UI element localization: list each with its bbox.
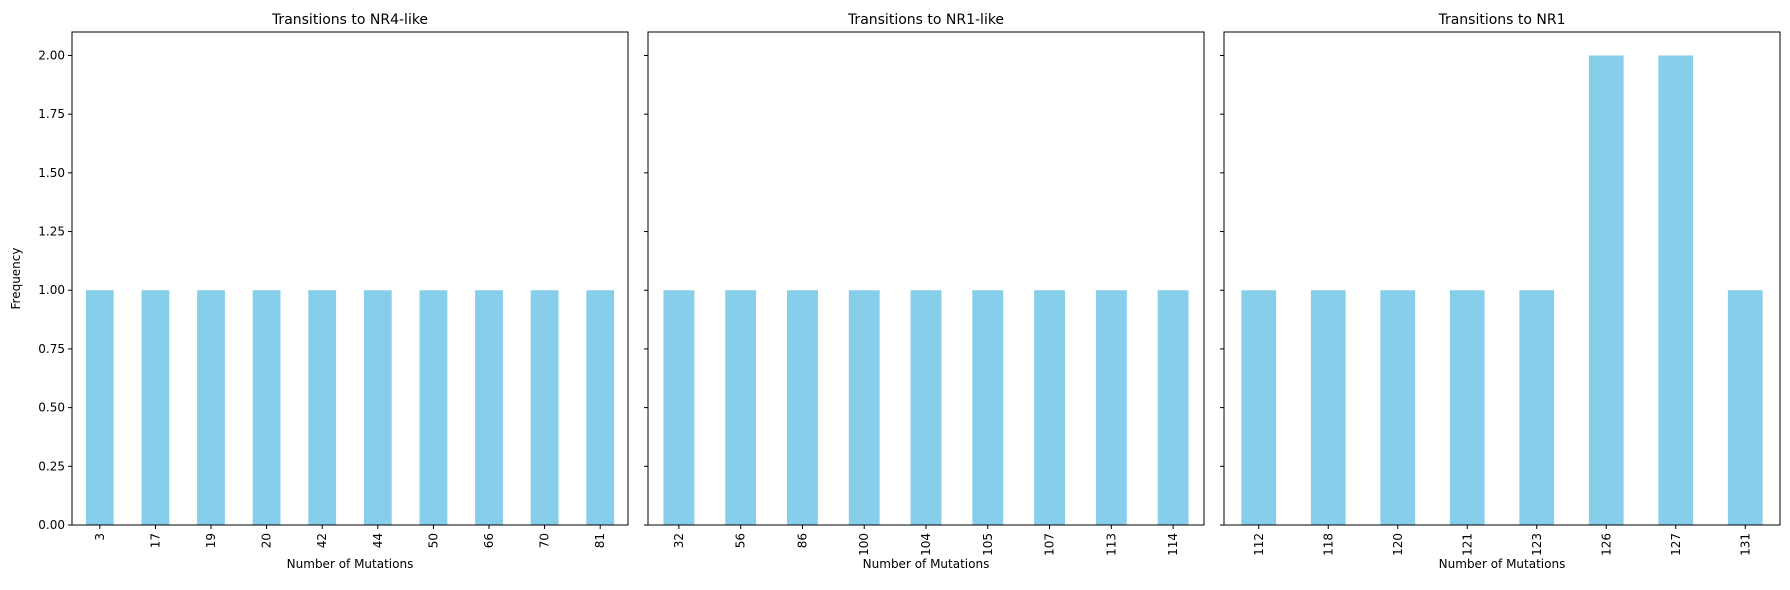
x-tick-label: 20 xyxy=(260,533,274,548)
plot-frame xyxy=(71,31,629,526)
y-tick-label: 0.50 xyxy=(38,401,65,415)
y-tick-label: 1.75 xyxy=(38,107,65,121)
y-tick-label: 1.25 xyxy=(38,225,65,239)
x-tick-label: 66 xyxy=(482,533,496,548)
x-tick-label: 17 xyxy=(148,533,162,548)
bar-20 xyxy=(252,290,281,525)
x-tick-label: 56 xyxy=(734,533,748,548)
chart-title: Transitions to NR1-like xyxy=(847,12,1004,28)
x-tick-label: 42 xyxy=(315,533,329,548)
y-tick-label: 2.00 xyxy=(38,48,65,62)
bar-56 xyxy=(725,290,757,525)
x-tick-label: 70 xyxy=(538,533,552,548)
x-axis-label: Number of Mutations xyxy=(863,557,990,571)
y-tick-label: 0.75 xyxy=(38,342,65,356)
bar-42 xyxy=(308,290,337,525)
bar-81 xyxy=(586,290,615,525)
bar-112 xyxy=(1241,290,1277,525)
bar-114 xyxy=(1157,290,1189,525)
y-tick-label: 1.00 xyxy=(38,283,65,297)
bar-113 xyxy=(1095,290,1127,525)
x-tick-label: 32 xyxy=(672,533,686,548)
y-tick-label: 1.50 xyxy=(38,166,65,180)
x-tick-label: 107 xyxy=(1043,533,1057,556)
y-axis-label: Frequency xyxy=(9,248,23,310)
x-axis-label: Number of Mutations xyxy=(287,557,414,571)
bar-100 xyxy=(848,290,880,525)
bar-19 xyxy=(197,290,225,525)
bar-86 xyxy=(787,290,818,525)
x-tick-label: 3 xyxy=(93,533,107,541)
chart-panel-3: 112 118 120 121 123 126 127 131 Transitions to N… xyxy=(1220,12,1781,571)
x-tick-label: 118 xyxy=(1321,533,1335,556)
x-tick-label: 114 xyxy=(1166,533,1180,556)
chart-title: Transitions to NR4-like xyxy=(271,12,428,28)
chart-panel-1: 3 17 19 20 42 44 50 66 70 81 0.00 0.25 0.50 0.75 1.00 1… xyxy=(9,12,629,571)
x-tick-label: 123 xyxy=(1530,533,1544,556)
bar-131 xyxy=(1727,290,1763,525)
x-axis-label: Number of Mutations xyxy=(1439,557,1566,571)
plot-frame xyxy=(1223,31,1781,526)
bar-3 xyxy=(85,290,114,525)
bar-66 xyxy=(475,290,503,525)
bar-127 xyxy=(1658,55,1694,525)
bar-104 xyxy=(910,290,942,525)
x-tick-label: 19 xyxy=(204,533,218,548)
x-tick-label: 81 xyxy=(593,533,607,548)
bar-118 xyxy=(1310,290,1346,525)
x-tick-label: 121 xyxy=(1460,533,1474,556)
y-tick-label: 0.00 xyxy=(38,518,65,532)
bar-121 xyxy=(1449,290,1485,525)
x-tick-label: 120 xyxy=(1391,533,1405,556)
bar-50 xyxy=(419,290,448,525)
x-tick-label: 44 xyxy=(371,533,385,548)
x-tick-label: 86 xyxy=(795,533,809,548)
x-tick-label: 100 xyxy=(857,533,871,556)
x-tick-label: 105 xyxy=(981,533,995,556)
chart-panel-2: 32 56 86 100 104 105 107 113 114 Transitions to N… xyxy=(644,12,1205,571)
x-tick-label: 112 xyxy=(1252,533,1266,556)
bar-123 xyxy=(1519,290,1555,525)
y-tick-label: 0.25 xyxy=(38,459,65,473)
x-tick-label: 104 xyxy=(919,533,933,556)
bar-70 xyxy=(530,290,559,525)
x-tick-label: 127 xyxy=(1669,533,1683,556)
bar-120 xyxy=(1380,290,1416,525)
bar-105 xyxy=(972,290,1004,525)
bar-107 xyxy=(1034,290,1065,525)
bar-126 xyxy=(1588,55,1624,525)
x-tick-label: 113 xyxy=(1104,533,1118,556)
bar-44 xyxy=(363,290,392,525)
bar-17 xyxy=(141,290,170,525)
chart-title: Transitions to NR1 xyxy=(1437,12,1565,28)
bar-32 xyxy=(663,290,695,525)
x-tick-label: 131 xyxy=(1738,533,1752,556)
x-tick-label: 126 xyxy=(1599,533,1613,556)
x-tick-label: 50 xyxy=(426,533,440,548)
